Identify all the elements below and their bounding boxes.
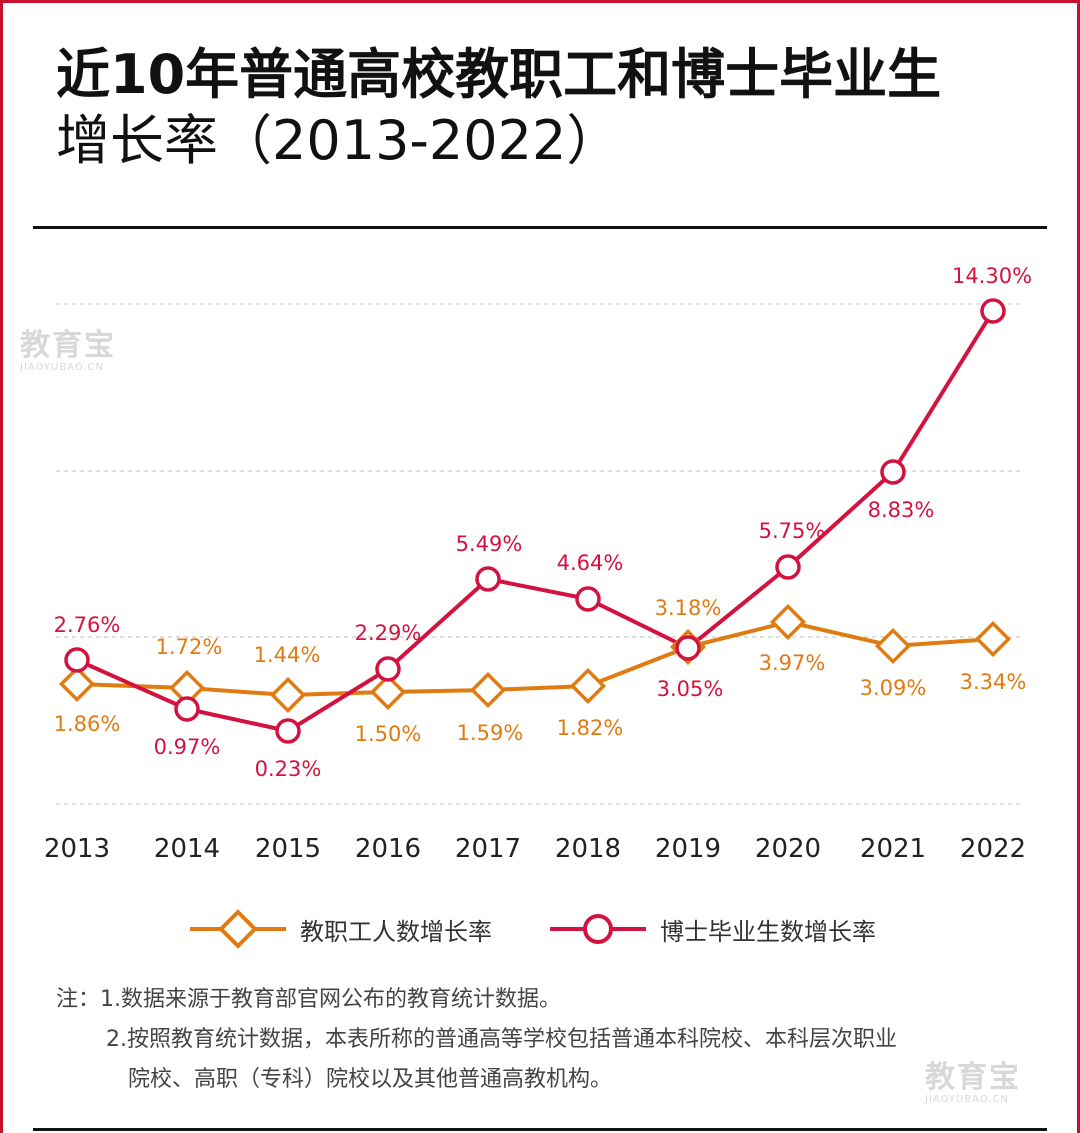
x-tick-label: 2020: [755, 834, 821, 864]
data-label-phd: 4.64%: [557, 551, 624, 575]
x-tick-label: 2021: [860, 834, 926, 864]
data-label-staff: 3.18%: [655, 596, 722, 620]
data-label-staff: 1.44%: [254, 643, 321, 667]
data-point-staff: [168, 669, 206, 707]
data-point-phd: [275, 718, 301, 744]
data-point-phd: [174, 696, 200, 722]
data-label-phd: 0.97%: [154, 735, 221, 759]
data-point-phd: [475, 566, 501, 592]
watermark-text: 教育宝: [925, 1060, 1021, 1095]
bottom-divider: [33, 1128, 1047, 1131]
data-point-staff: [369, 673, 407, 711]
data-label-phd: 0.23%: [255, 757, 322, 781]
title-line-2: 增长率（2013-2022）: [56, 109, 621, 172]
data-label-phd: 5.75%: [759, 519, 826, 543]
data-label-staff: 3.34%: [960, 670, 1027, 694]
watermark-sub: JIAOYUBAO.CN: [20, 362, 104, 373]
watermark-sub: JIAOYUBAO.CN: [925, 1094, 1009, 1105]
data-point-phd: [375, 656, 401, 682]
x-tick-label: 2022: [960, 834, 1026, 864]
data-point-staff: [874, 627, 912, 665]
data-point-phd: [775, 554, 801, 580]
note-line-1: 注：1.数据来源于教育部官网公布的教育统计数据。: [56, 987, 561, 1012]
legend: 教职工人数增长率 博士毕业生数增长率: [0, 905, 1080, 953]
data-label-staff: 1.50%: [355, 722, 422, 746]
x-tick-label: 2018: [555, 834, 621, 864]
legend-label-phd: 博士毕业生数增长率: [660, 917, 876, 946]
note-line-3: 院校、高职（专科）院校以及其他普通高教机构。: [128, 1067, 613, 1092]
data-label-phd: 2.76%: [54, 613, 121, 637]
data-point-staff: [469, 671, 507, 709]
data-label-staff: 1.86%: [54, 712, 121, 736]
data-label-phd: 3.05%: [657, 677, 724, 701]
legend-swatch-staff: [190, 909, 286, 949]
data-label-phd: 5.49%: [456, 532, 523, 556]
data-point-staff: [974, 620, 1012, 658]
diamond-marker-icon: [218, 909, 258, 949]
line-chart: 2013 2014 2015 2016 2017 2018 2019 2020 2021 2022…: [44, 264, 1032, 864]
circle-marker-icon: [583, 914, 613, 944]
watermark-text: 教育宝: [20, 328, 116, 363]
x-tick-label: 2013: [44, 834, 110, 864]
data-label-staff: 1.82%: [557, 716, 624, 740]
series-line-staff: [76, 620, 994, 697]
x-tick-label: 2016: [355, 834, 421, 864]
x-tick-label: 2014: [154, 834, 220, 864]
legend-label-staff: 教职工人数增长率: [300, 917, 492, 946]
data-point-phd: [980, 298, 1006, 324]
x-tick-label: 2015: [255, 834, 321, 864]
x-tick-label: 2017: [455, 834, 521, 864]
top-divider: [33, 226, 1047, 229]
data-point-staff: [269, 676, 307, 714]
data-point-phd: [880, 459, 906, 485]
watermark-right: 教育宝 JIAOYUBAO.CN: [925, 1062, 1021, 1106]
data-label-phd: 8.83%: [868, 498, 935, 522]
legend-swatch-phd: [550, 914, 646, 944]
note-line-2: 2.按照教育统计数据，本表所称的普通高等学校包括普通本科院校、本科层次职业: [106, 1027, 897, 1052]
legend-item-phd: 博士毕业生数增长率: [550, 905, 876, 953]
page-title: 近10年普通高校教职工和博士毕业生 增长率（2013-2022）: [56, 42, 1036, 174]
data-label-staff: 3.09%: [860, 676, 927, 700]
data-label-phd: 2.29%: [355, 621, 422, 645]
data-point-phd: [675, 635, 701, 661]
data-point-staff: [58, 665, 96, 703]
legend-item-staff: 教职工人数增长率: [190, 905, 492, 953]
data-label-staff: 3.97%: [759, 651, 826, 675]
series-line-phd: [76, 309, 995, 733]
data-point-staff: [569, 667, 607, 705]
data-point-phd: [64, 647, 90, 673]
data-label-phd: 14.30%: [952, 264, 1032, 288]
data-point-phd: [575, 586, 601, 612]
data-point-staff: [769, 603, 807, 641]
data-label-staff: 1.72%: [156, 635, 223, 659]
watermark-left: 教育宝 JIAOYUBAO.CN: [20, 330, 116, 374]
x-tick-label: 2019: [655, 834, 721, 864]
title-line-1: 近10年普通高校教职工和博士毕业生: [56, 43, 942, 106]
data-label-staff: 1.59%: [457, 721, 524, 745]
